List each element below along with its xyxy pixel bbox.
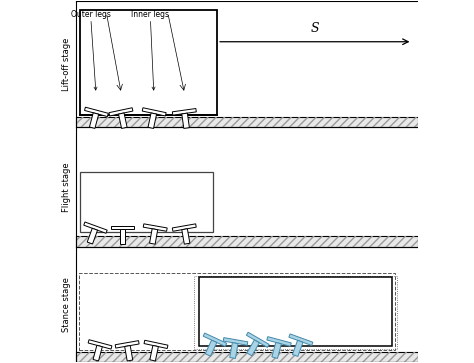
Polygon shape [182, 113, 190, 129]
Polygon shape [144, 340, 168, 348]
Polygon shape [110, 226, 134, 229]
Polygon shape [292, 340, 303, 356]
Polygon shape [84, 222, 107, 233]
Polygon shape [90, 113, 99, 129]
Text: Outer legs: Outer legs [71, 10, 110, 90]
Polygon shape [267, 337, 291, 346]
Text: Flight stage: Flight stage [62, 162, 71, 212]
Polygon shape [182, 229, 190, 244]
Polygon shape [148, 113, 156, 129]
Polygon shape [246, 332, 269, 347]
Bar [76, 236, 418, 246]
Polygon shape [272, 342, 282, 358]
Polygon shape [125, 346, 133, 361]
Bar [80, 10, 217, 115]
Bar [80, 172, 213, 232]
Polygon shape [223, 338, 248, 345]
Polygon shape [87, 228, 98, 244]
Bar [76, 352, 418, 362]
Polygon shape [150, 346, 158, 361]
Polygon shape [230, 343, 238, 358]
Polygon shape [203, 333, 227, 346]
Polygon shape [118, 113, 127, 129]
Text: Inner legs: Inner legs [131, 10, 169, 90]
Text: Lift-off stage: Lift-off stage [62, 37, 71, 91]
Polygon shape [247, 340, 259, 356]
Polygon shape [205, 340, 217, 356]
Polygon shape [143, 224, 167, 231]
Bar [76, 352, 418, 362]
Bar [199, 277, 392, 346]
Polygon shape [173, 109, 196, 115]
Polygon shape [88, 340, 112, 349]
Text: S: S [310, 22, 319, 35]
Bar [79, 273, 395, 350]
Bar [76, 236, 418, 246]
Bar [193, 276, 397, 349]
Bar [76, 117, 418, 127]
Polygon shape [84, 107, 108, 117]
Polygon shape [119, 229, 125, 244]
Bar [76, 117, 418, 127]
Polygon shape [115, 340, 139, 348]
Polygon shape [173, 224, 196, 231]
Polygon shape [142, 108, 166, 116]
Polygon shape [93, 345, 102, 361]
Polygon shape [289, 334, 313, 346]
Text: Stance stage: Stance stage [62, 277, 71, 332]
Polygon shape [109, 108, 133, 116]
Polygon shape [150, 229, 158, 244]
